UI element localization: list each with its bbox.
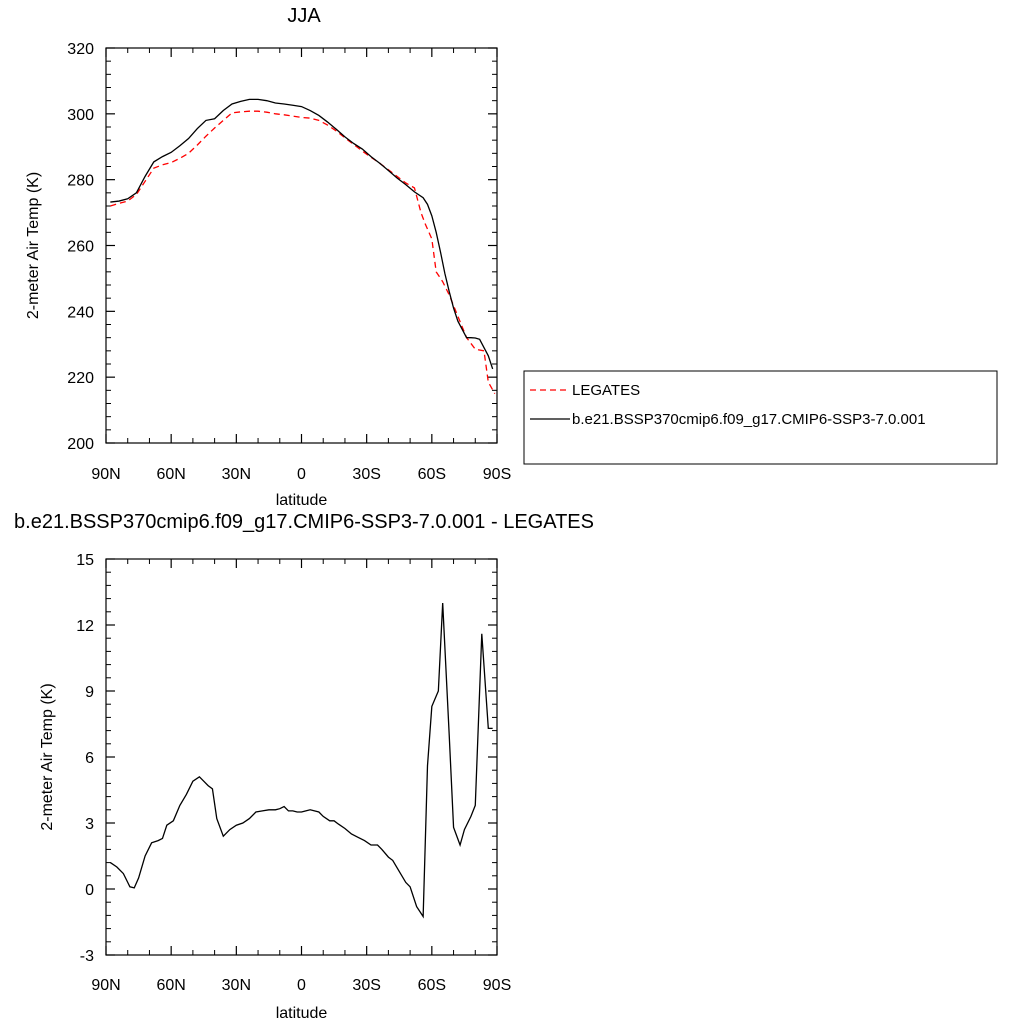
x-tick-label: 30N xyxy=(222,466,251,483)
top-panel: 90N 60N 30N 0 30S 60S 90S 200 220 240 260 280 300 320… xyxy=(25,5,998,509)
x-tick-label: 60S xyxy=(418,977,446,994)
series-line-0 xyxy=(109,602,493,919)
y-tick-label: 15 xyxy=(76,552,94,569)
x-tick-label: 90S xyxy=(483,466,511,483)
x-tick-label: 30S xyxy=(352,466,380,483)
y-tick-label: 260 xyxy=(67,239,94,256)
bottom-panel: 90N 60N 30N 0 30S 60S 90S -3 0 3 6 9 12 15 latitude 2-m… xyxy=(14,511,594,1022)
x-axis-label: latitude xyxy=(276,1005,328,1022)
legend-label: LEGATES xyxy=(572,382,640,399)
x-tick-label: 60N xyxy=(156,466,185,483)
series-line-1 xyxy=(110,98,494,370)
y-axis-label: 2-meter Air Temp (K) xyxy=(25,172,42,319)
y-tick-label: 0 xyxy=(85,882,94,899)
x-tick-label: 0 xyxy=(297,466,306,483)
legend-label: b.e21.BSSP370cmip6.f09_g17.CMIP6-SSP3-7.… xyxy=(572,411,926,428)
x-tick-label: 90N xyxy=(91,466,120,483)
x-tick-label: 30N xyxy=(222,977,251,994)
x-tick-label: 0 xyxy=(297,977,306,994)
y-axis-label: 2-meter Air Temp (K) xyxy=(39,683,56,830)
y-tick-label: 6 xyxy=(85,750,94,767)
x-tick-label: 60S xyxy=(418,466,446,483)
legend: LEGATES b.e21.BSSP370cmip6.f09_g17.CMIP6-… xyxy=(523,370,998,465)
x-tick-label: 90S xyxy=(483,977,511,994)
y-tick-label: 320 xyxy=(67,41,94,58)
y-tick-label: 240 xyxy=(67,304,94,321)
y-tick-label: 12 xyxy=(76,618,94,635)
y-tick-label: 3 xyxy=(85,816,94,833)
chart-title: b.e21.BSSP370cmip6.f09_g17.CMIP6-SSP3-7.… xyxy=(14,511,594,533)
x-tick-label: 90N xyxy=(91,977,120,994)
y-tick-label: 280 xyxy=(67,173,94,190)
x-tick-label: 60N xyxy=(156,977,185,994)
y-tick-label: -3 xyxy=(80,948,94,965)
y-tick-label: 9 xyxy=(85,684,94,701)
plot-frame xyxy=(105,558,498,956)
x-tick-label: 30S xyxy=(352,977,380,994)
x-axis-label: latitude xyxy=(276,492,328,509)
legend-box xyxy=(523,370,998,465)
y-tick-label: 200 xyxy=(67,436,94,453)
series-line-0 xyxy=(110,110,496,394)
y-tick-label: 220 xyxy=(67,370,94,387)
y-tick-label: 300 xyxy=(67,107,94,124)
chart-title: JJA xyxy=(287,5,321,27)
